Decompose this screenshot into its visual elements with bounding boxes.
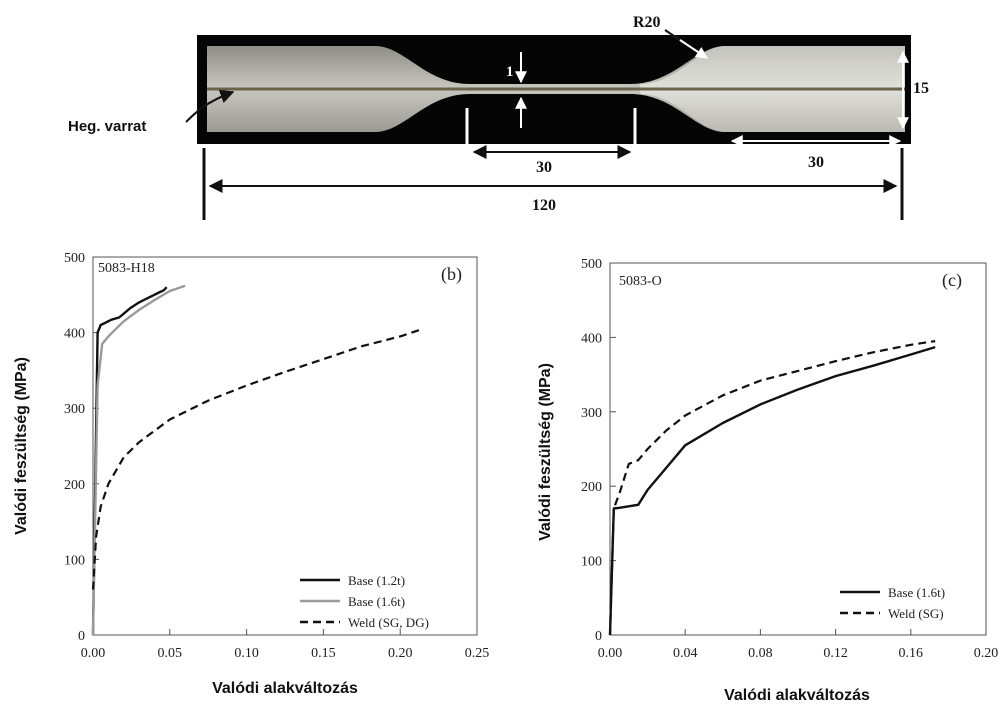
legend-label-base-1-6t: Base (1.6t) (888, 585, 945, 600)
x-axis-label: Valódi alakváltozás (724, 687, 870, 704)
x-tick-label: 0.16 (899, 646, 924, 661)
series-line-weld-sg-dg (91, 327, 424, 590)
legend: Base (1.6t) Weld (SG) (840, 585, 945, 621)
chart-b: 0 100 200 300 400 500 0.00 0.05 0.10 0.15 0.20 0.2… (13, 251, 490, 697)
gauge-length-label: 30 (536, 159, 552, 176)
series-group (608, 340, 936, 636)
x-tick-label: 0.00 (598, 646, 623, 661)
weld-pointer (185, 89, 235, 123)
y-tick-label: 500 (581, 257, 602, 272)
legend: Base (1.2t) Base (1.6t) Weld (SG, DG) (300, 573, 429, 630)
total-length-label: 120 (532, 197, 556, 214)
chart-c: 0 100 200 300 400 500 0.00 0.04 0.08 0.12 0.16 0.2… (537, 257, 999, 704)
y-tick-label: 300 (581, 406, 602, 421)
y-tick-label: 400 (64, 327, 85, 342)
x-tick-label: 0.10 (234, 646, 259, 661)
series-line-base-1-6t (91, 284, 186, 636)
legend-label-weld-sg: Weld (SG) (888, 606, 944, 621)
series-line-base-1-6t (608, 345, 936, 636)
y-tick-label: 200 (64, 478, 85, 493)
grip-length-label: 30 (808, 154, 824, 171)
y-tick-label: 0 (595, 629, 602, 644)
x-tick-label: 0.20 (974, 646, 999, 661)
series-group (91, 284, 424, 636)
annotation-label: 5083-H18 (98, 261, 155, 276)
y-tick-label: 100 (581, 555, 602, 570)
plot-frame (609, 262, 987, 636)
y-tick-label: 100 (64, 553, 85, 568)
x-tick-label: 0.20 (388, 646, 413, 661)
y-tick-label: 200 (581, 480, 602, 495)
y-tick-label: 400 (581, 331, 602, 346)
y-tick-label: 500 (64, 251, 85, 266)
series-line-weld-sg (608, 340, 936, 636)
x-tick-label: 0.00 (81, 646, 106, 661)
legend-label-base-1-2t: Base (1.2t) (348, 573, 405, 588)
y-tick-label: 300 (64, 402, 85, 417)
panel-label: (c) (942, 270, 962, 291)
y-ticks: 0 100 200 300 400 500 (581, 257, 616, 644)
x-tick-label: 0.25 (465, 646, 490, 661)
x-tick-label: 0.15 (311, 646, 336, 661)
y-axis-label: Valódi feszültség (MPa) (537, 363, 554, 541)
x-ticks: 0.00 0.04 0.08 0.12 0.16 0.20 (598, 629, 999, 661)
specimen-figure: 1 R20 15 Heg. varrat 30 30 120 (68, 14, 929, 220)
thickness-label: 1 (506, 64, 514, 80)
y-axis-label: Valódi feszültség (MPa) (13, 357, 30, 535)
x-tick-label: 0.05 (158, 646, 183, 661)
x-tick-label: 0.12 (823, 646, 848, 661)
legend-label-base-1-6t: Base (1.6t) (348, 594, 405, 609)
x-ticks: 0.00 0.05 0.10 0.15 0.20 0.25 (81, 629, 490, 661)
series-line-base-1-2t (91, 286, 168, 636)
weld-label: Heg. varrat (68, 118, 146, 135)
width-label: 15 (913, 80, 929, 97)
panel-label: (b) (441, 264, 462, 285)
x-tick-label: 0.04 (673, 646, 698, 661)
y-ticks: 0 100 200 300 400 500 (64, 251, 99, 644)
plot-frame (92, 256, 478, 636)
x-axis-label: Valódi alakváltozás (212, 680, 358, 697)
x-tick-label: 0.08 (748, 646, 773, 661)
annotation-label: 5083-O (619, 274, 662, 289)
y-tick-label: 0 (78, 629, 85, 644)
radius-arrow-outline (664, 29, 681, 41)
radius-label: R20 (633, 14, 661, 31)
legend-label-weld-sg-dg: Weld (SG, DG) (348, 615, 429, 630)
